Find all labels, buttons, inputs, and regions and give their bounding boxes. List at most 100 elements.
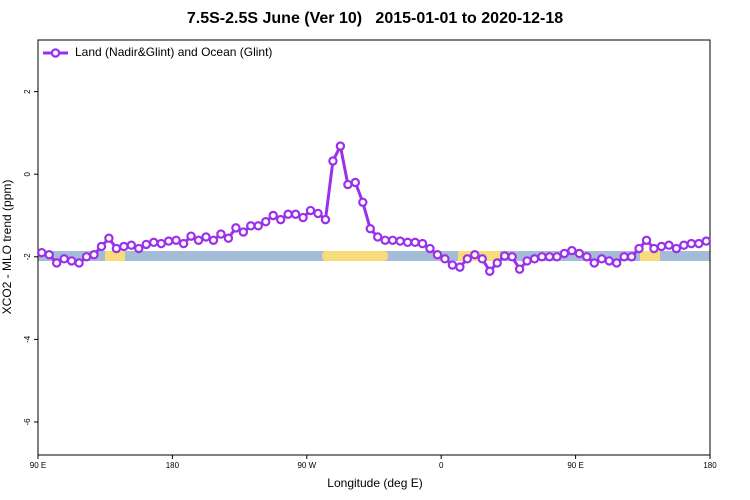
series-marker [283, 209, 293, 219]
series-marker [193, 235, 204, 245]
series-marker [417, 238, 428, 249]
y-tick-label: 2 [23, 89, 32, 94]
series-marker [178, 238, 189, 249]
series-marker [634, 243, 644, 254]
series-marker [462, 254, 473, 264]
series-marker [208, 235, 219, 245]
series-marker [485, 266, 495, 276]
series-marker [559, 248, 570, 259]
series-marker [305, 205, 316, 216]
series-marker [671, 243, 682, 254]
x-axis-label: Longitude (deg E) [327, 476, 422, 490]
series-marker [701, 236, 711, 246]
plot-frame [37, 39, 711, 456]
series-marker [59, 254, 69, 264]
series-marker [455, 262, 465, 272]
series-marker [126, 240, 137, 250]
series-marker [447, 260, 458, 270]
series-marker [96, 241, 107, 252]
series-marker [440, 254, 450, 264]
series-marker [477, 254, 487, 264]
x-tick-label: 90 E [567, 461, 583, 470]
series-marker [51, 258, 62, 268]
series-marker [656, 241, 667, 252]
series-marker [425, 243, 435, 254]
series-marker [343, 179, 353, 190]
series-marker [290, 209, 301, 219]
y-tick-label: -4 [23, 335, 32, 343]
x-tick-label: 180 [703, 461, 717, 470]
series-marker [275, 214, 286, 225]
series-marker [626, 252, 637, 262]
x-tick-label: 0 [439, 461, 444, 470]
series-marker [313, 208, 323, 219]
series-marker [611, 258, 622, 268]
series-marker [238, 227, 249, 237]
series-marker [171, 235, 181, 245]
series-marker [320, 214, 331, 225]
series-marker [589, 258, 599, 268]
series-marker [358, 197, 368, 207]
series-marker [223, 233, 234, 243]
series-marker [395, 236, 405, 246]
series-marker [552, 252, 562, 262]
series-marker [216, 229, 226, 239]
series-marker [514, 264, 525, 274]
series-marker [649, 243, 659, 254]
series-marker [410, 237, 420, 248]
series-marker [44, 250, 54, 260]
series-marker [619, 252, 629, 262]
y-tick-label: -2 [23, 253, 32, 261]
series-marker [507, 252, 517, 262]
series-marker [529, 254, 540, 264]
legend-marker [50, 48, 61, 58]
series-marker [149, 237, 159, 248]
series-marker [141, 239, 151, 250]
series-marker [246, 221, 256, 231]
series-marker [664, 240, 674, 250]
series-marker [574, 248, 585, 259]
series-marker [89, 250, 99, 260]
land-band [105, 251, 125, 261]
series-marker [156, 238, 166, 249]
series-marker [365, 224, 375, 234]
series-marker [134, 243, 144, 254]
series-marker [231, 223, 241, 233]
series-marker [37, 247, 47, 258]
y-axis-label: XCO2 - MLO trend (ppm) [0, 180, 14, 315]
series-marker [380, 235, 390, 245]
series-marker [261, 216, 271, 227]
x-tick-label: 90 W [297, 461, 316, 470]
chart-title: 7.5S-2.5S June (Ver 10) 2015-01-01 to 20… [187, 10, 563, 27]
series-marker [432, 250, 443, 260]
series-marker [350, 177, 361, 188]
series-marker [119, 241, 129, 252]
series-marker [686, 238, 697, 249]
series-marker [694, 238, 704, 249]
series-marker [186, 231, 196, 241]
series-marker [537, 252, 547, 262]
y-tick-label: 0 [23, 171, 32, 176]
series-marker [81, 252, 92, 262]
series-marker [253, 221, 263, 231]
land-band [322, 251, 388, 261]
series-marker [567, 245, 577, 256]
legend-label: Land (Nadir&Glint) and Ocean (Glint) [75, 45, 272, 59]
series-marker [522, 256, 532, 266]
series-marker [387, 235, 398, 245]
series-marker [582, 252, 592, 262]
series-marker [66, 256, 77, 266]
series-marker [111, 243, 122, 254]
series-marker [328, 156, 338, 166]
series-marker [402, 237, 413, 248]
series-marker [298, 212, 308, 223]
series-marker [641, 235, 652, 245]
series-marker [604, 256, 614, 266]
series-marker [679, 240, 689, 250]
series-marker [597, 254, 607, 264]
series-marker [104, 233, 114, 243]
series-marker [492, 258, 502, 268]
series-marker [499, 251, 510, 261]
x-tick-label: 90 E [30, 461, 46, 470]
